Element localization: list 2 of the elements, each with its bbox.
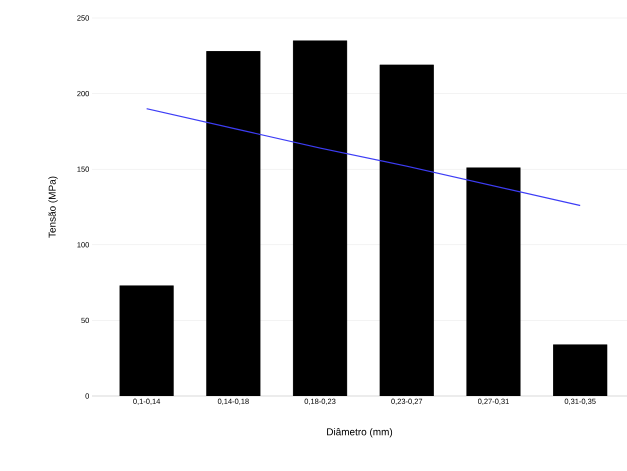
y-axis-title: Tensão (MPa) — [48, 176, 58, 238]
x-axis-title: Diâmetro (mm) — [327, 428, 392, 438]
